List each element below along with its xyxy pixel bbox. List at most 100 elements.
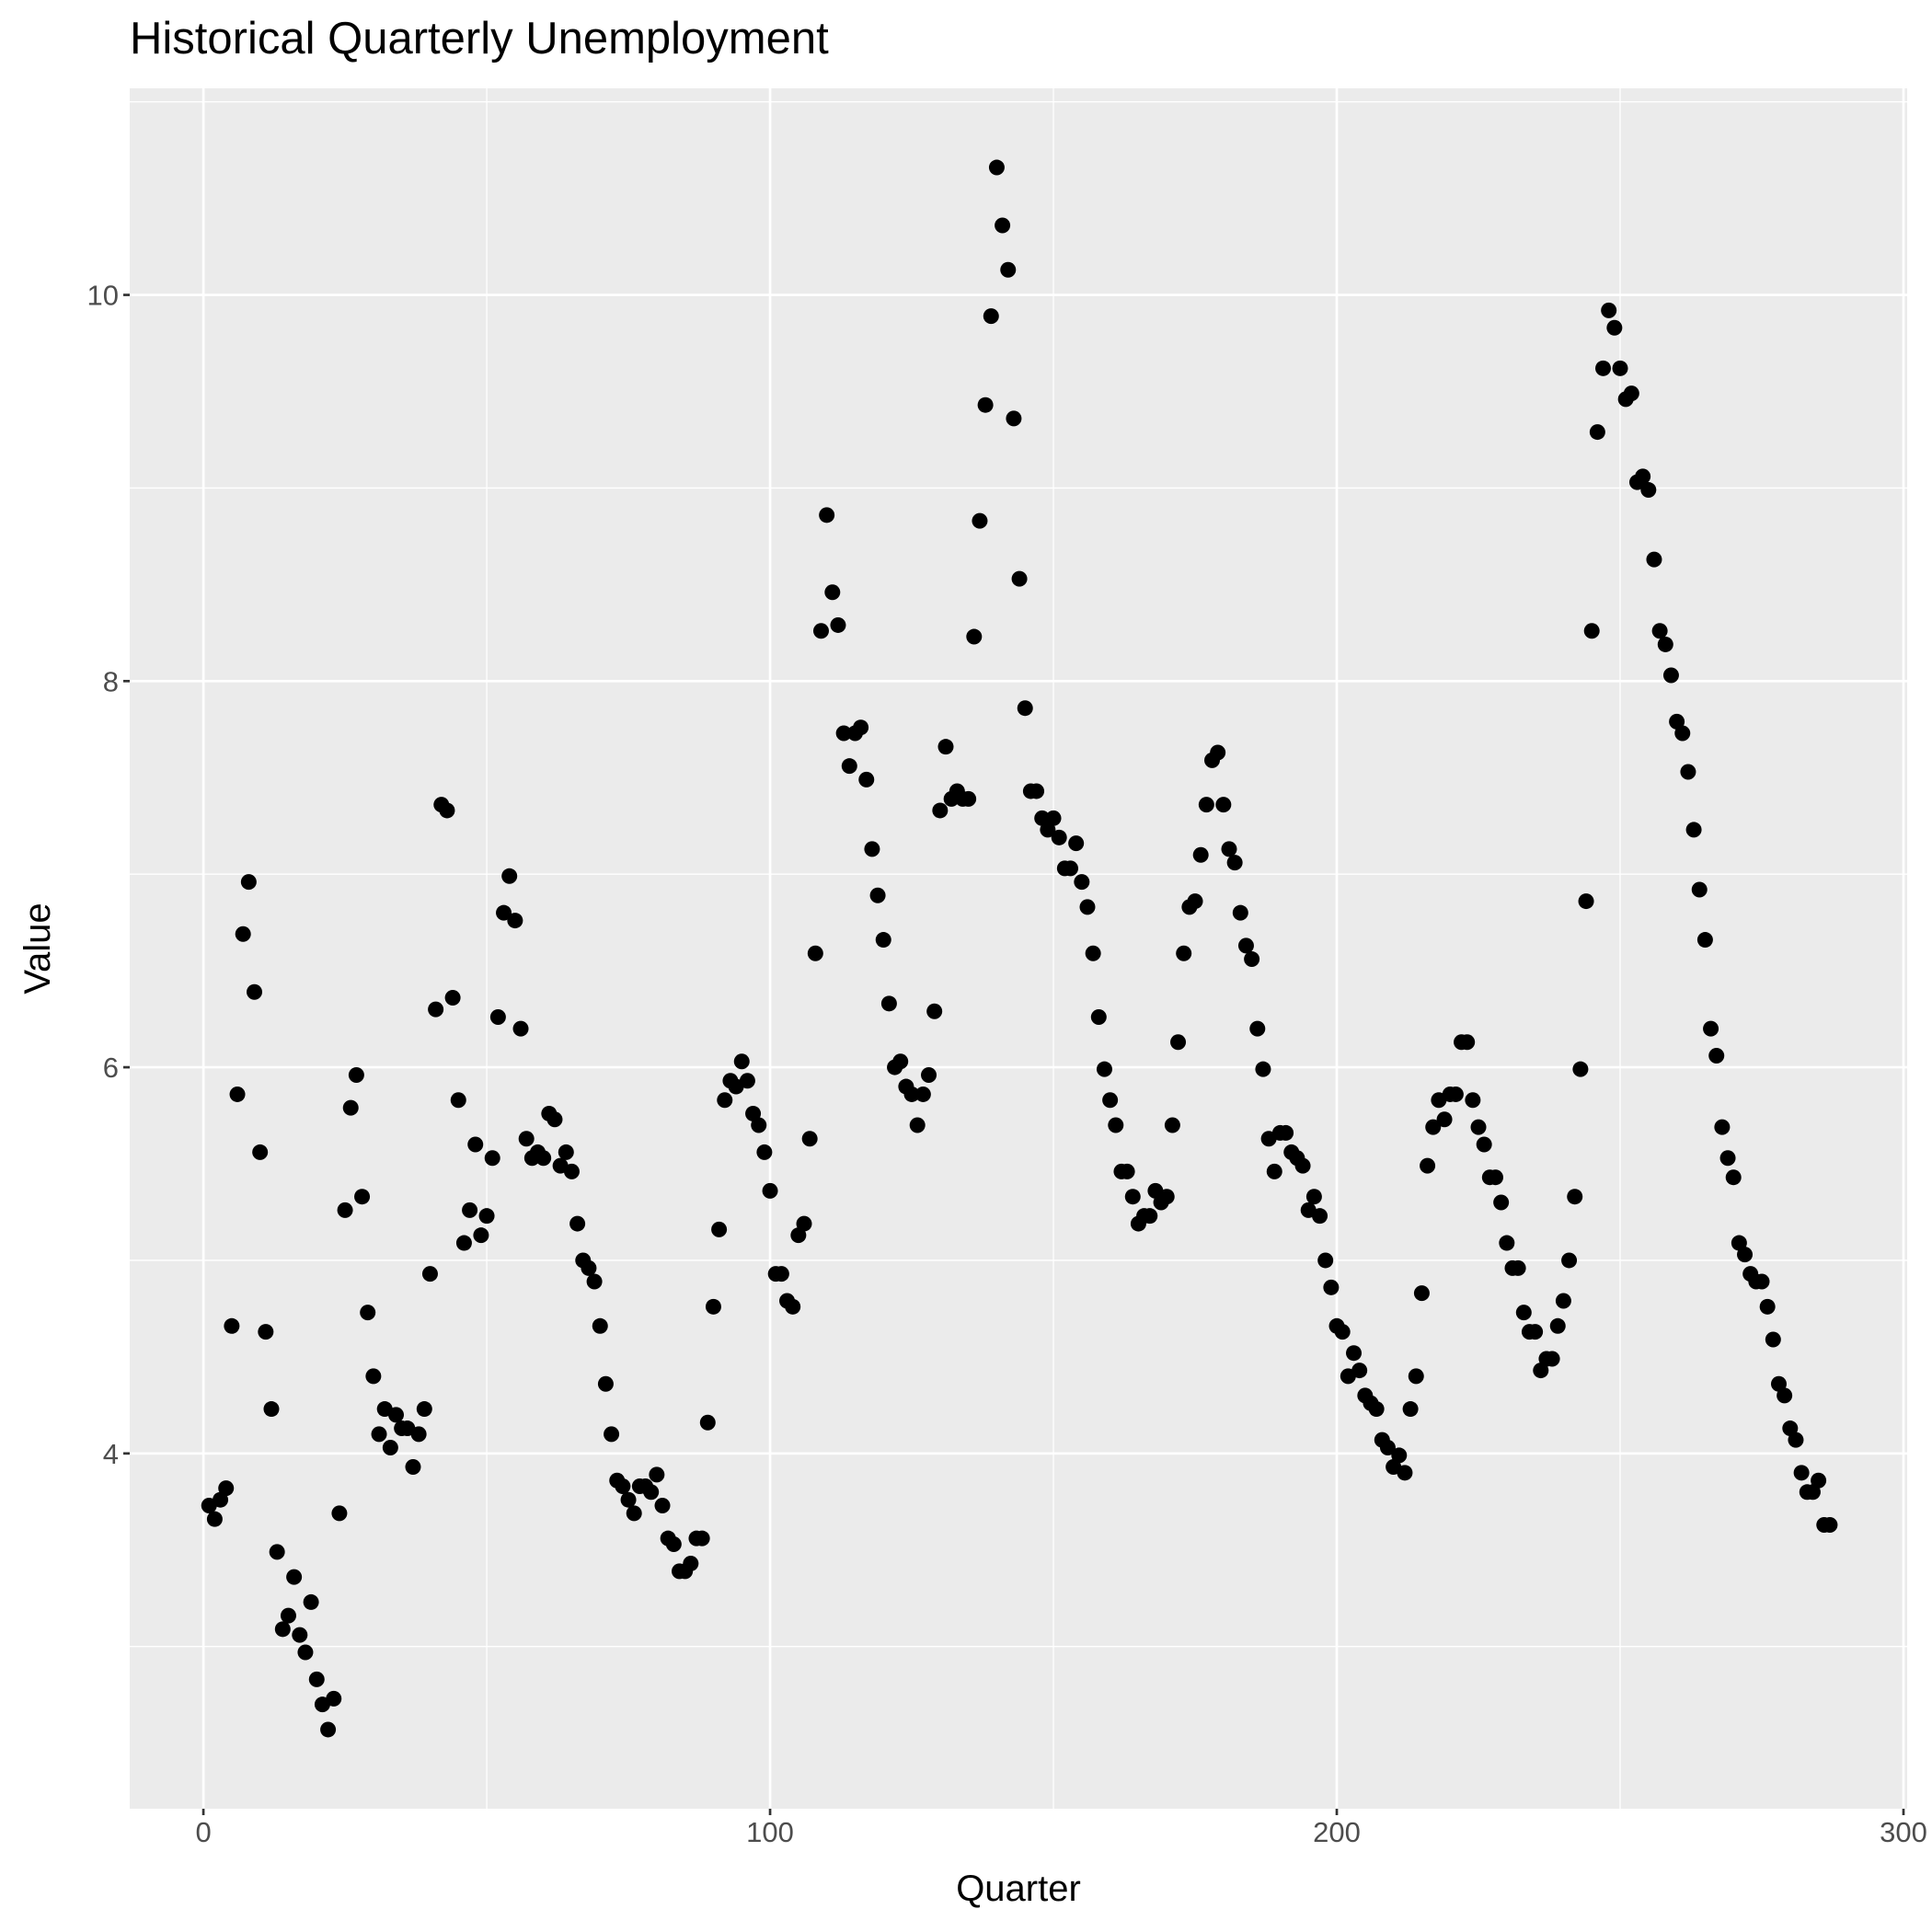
point (1017, 700, 1033, 717)
point (1465, 1092, 1481, 1109)
point (274, 1621, 291, 1638)
point (1646, 551, 1662, 568)
point (796, 1215, 812, 1232)
point (937, 739, 954, 755)
point (1510, 1259, 1526, 1276)
point (733, 1053, 750, 1070)
point (354, 1189, 371, 1205)
point (1226, 855, 1243, 871)
point (1068, 835, 1085, 852)
point (213, 1491, 229, 1508)
axes: 0 100 200 300 4 6 8 10 (87, 280, 1927, 1848)
point (1674, 725, 1691, 742)
point (1124, 1189, 1141, 1205)
point (320, 1721, 337, 1738)
point (512, 1020, 529, 1037)
point (1379, 1440, 1396, 1456)
point (1470, 1119, 1487, 1135)
point (1662, 667, 1679, 684)
point (1000, 261, 1017, 278)
point (756, 1144, 773, 1160)
point (535, 1150, 552, 1167)
point (501, 868, 518, 884)
point (1782, 1420, 1799, 1437)
point (224, 1317, 240, 1334)
point (841, 758, 857, 775)
point (1555, 1293, 1571, 1309)
point (966, 628, 983, 645)
point (450, 1092, 466, 1109)
point (626, 1505, 642, 1522)
point (914, 1086, 931, 1102)
point (235, 926, 251, 942)
point (581, 1259, 597, 1276)
point (858, 771, 875, 788)
point (1334, 1324, 1351, 1340)
point (1176, 945, 1192, 961)
point (439, 802, 455, 819)
point (1595, 360, 1612, 376)
point (1413, 1285, 1430, 1302)
point (812, 623, 829, 639)
point (1011, 570, 1028, 587)
point (1090, 1009, 1107, 1026)
x-tick-label: 300 (1880, 1816, 1927, 1848)
point (1759, 1298, 1776, 1315)
point (903, 1086, 920, 1102)
point (263, 1401, 280, 1418)
point (1397, 1465, 1413, 1481)
point (1232, 904, 1248, 921)
chart-title: Historical Quarterly Unemployment (130, 14, 829, 63)
point (1266, 1163, 1282, 1179)
point (711, 1221, 728, 1237)
point (416, 1401, 432, 1418)
point (258, 1324, 274, 1340)
point (1567, 1189, 1583, 1205)
point (410, 1426, 427, 1443)
point (1029, 783, 1045, 799)
point (218, 1480, 235, 1497)
point (507, 913, 523, 929)
point (303, 1593, 319, 1610)
point (1102, 1092, 1119, 1109)
point (683, 1555, 699, 1571)
point (1312, 1208, 1328, 1225)
point (1822, 1516, 1838, 1533)
point (1804, 1484, 1821, 1501)
grid (130, 88, 1907, 1809)
point (421, 1266, 438, 1282)
point (1714, 1119, 1731, 1135)
point (1561, 1252, 1578, 1269)
point (546, 1111, 563, 1128)
point (1051, 829, 1067, 845)
point (1096, 1061, 1112, 1077)
point (921, 1066, 937, 1083)
point (773, 1266, 789, 1282)
point (1583, 623, 1600, 639)
point (1249, 1020, 1266, 1037)
point (1793, 1465, 1810, 1481)
point (864, 841, 880, 857)
point (326, 1690, 342, 1707)
point (473, 1227, 489, 1244)
point (1006, 410, 1022, 427)
point (745, 1105, 762, 1121)
point (1691, 881, 1708, 898)
point (252, 1144, 269, 1160)
point (558, 1144, 574, 1160)
point (1436, 1111, 1453, 1128)
point (360, 1305, 376, 1321)
point (1142, 1208, 1158, 1225)
point (1640, 482, 1657, 499)
point (240, 874, 257, 891)
point (1210, 744, 1226, 761)
point (1085, 945, 1101, 961)
y-tick-label: 4 (103, 1438, 119, 1470)
point (1623, 385, 1639, 402)
point (1164, 1117, 1180, 1133)
point (988, 159, 1005, 176)
point (751, 1117, 767, 1133)
point (280, 1607, 296, 1624)
point (1811, 1472, 1827, 1489)
